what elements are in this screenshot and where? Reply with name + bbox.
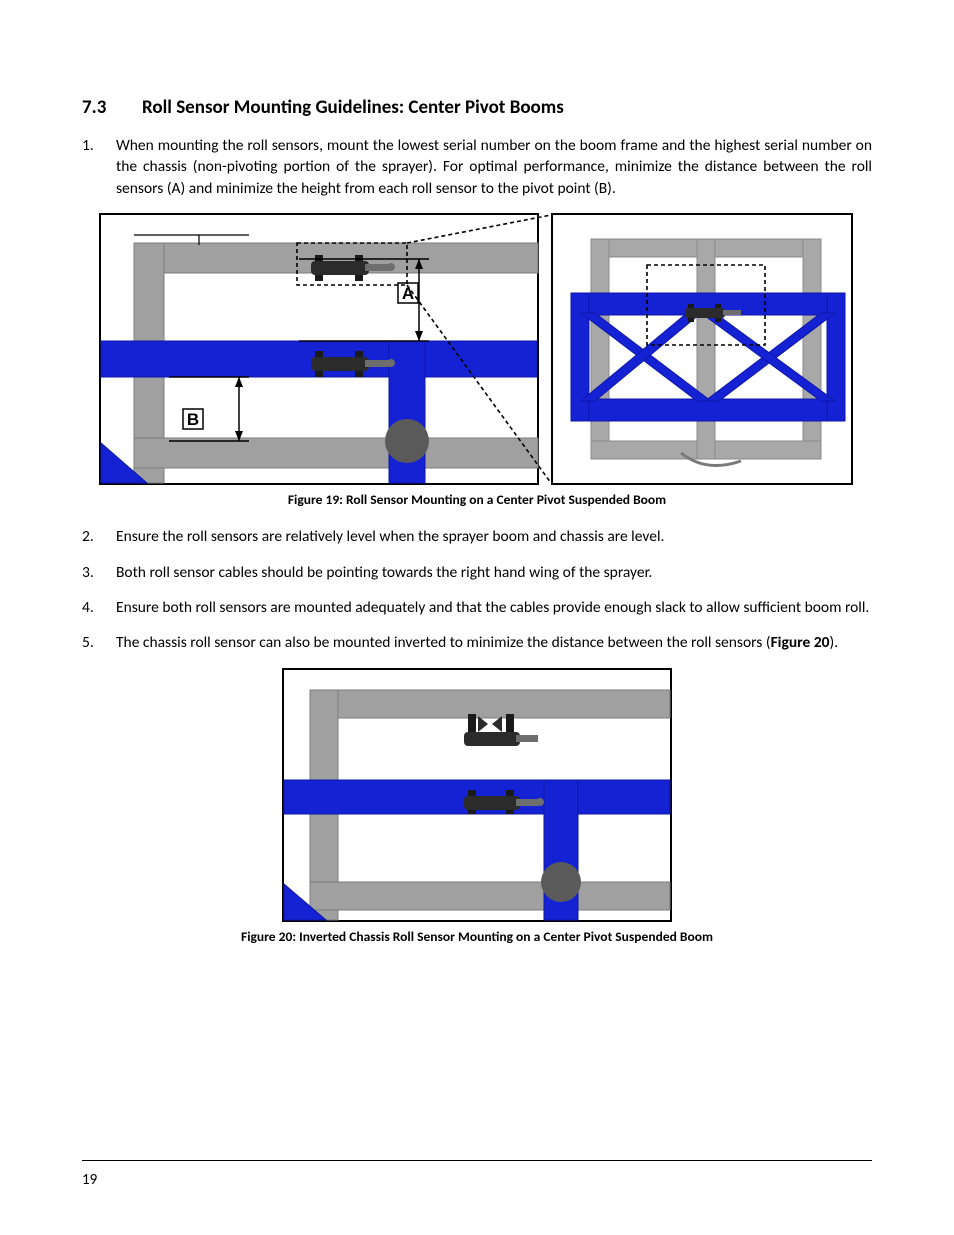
list-item-text: When mounting the roll sensors, mount th…: [116, 136, 872, 198]
section-number: 7.3: [82, 96, 142, 119]
list-item-text: Ensure the roll sensors are relatively l…: [116, 527, 664, 546]
guideline-list: When mounting the roll sensors, mount th…: [82, 135, 872, 199]
page-footer: 19: [82, 1160, 872, 1189]
figure-19-caption: Figure 19: Roll Sensor Mounting on a Cen…: [82, 491, 872, 508]
list-item: The chassis roll sensor can also be moun…: [82, 632, 872, 653]
section-title: Roll Sensor Mounting Guidelines: Center …: [142, 96, 872, 119]
figure-20: Figure 20: Inverted Chassis Roll Sensor …: [82, 668, 872, 945]
list-item-text-a: The chassis roll sensor can also be moun…: [116, 633, 771, 652]
section-heading: 7.3 Roll Sensor Mounting Guidelines: Cen…: [82, 96, 872, 119]
list-item-text: Both roll sensor cables should be pointi…: [116, 563, 652, 582]
figure-20-diagram: [282, 668, 672, 922]
label-b: B: [187, 410, 199, 429]
list-item-text-c: ).: [830, 633, 839, 652]
list-item: When mounting the roll sensors, mount th…: [82, 135, 872, 199]
figure-ref: Figure 20: [771, 633, 830, 652]
list-item-text: Ensure both roll sensors are mounted ade…: [116, 598, 869, 617]
figure-19-diagram: A B: [99, 213, 855, 485]
figure-20-caption: Figure 20: Inverted Chassis Roll Sensor …: [82, 928, 872, 945]
page-number: 19: [82, 1171, 97, 1189]
list-item: Ensure the roll sensors are relatively l…: [82, 526, 872, 547]
list-item: Both roll sensor cables should be pointi…: [82, 562, 872, 583]
guideline-list-cont: Ensure the roll sensors are relatively l…: [82, 526, 872, 654]
list-item: Ensure both roll sensors are mounted ade…: [82, 597, 872, 618]
figure-19: A B: [82, 213, 872, 508]
